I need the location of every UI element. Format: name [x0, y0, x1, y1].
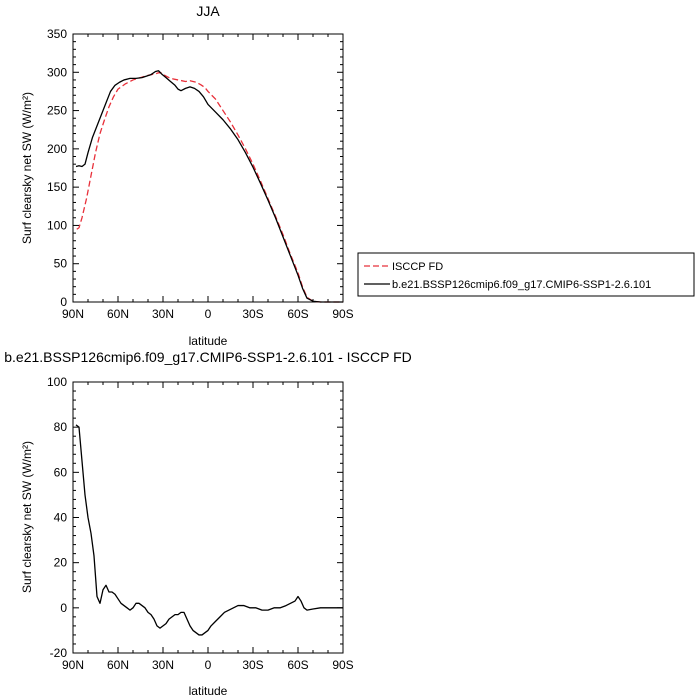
- bottom-y-tick-label: 100: [47, 375, 67, 389]
- top-x-axis-label: latitude: [189, 334, 228, 348]
- top-x-tick-label: 60S: [287, 307, 308, 321]
- bottom-x-axis-label: latitude: [189, 684, 228, 698]
- top-y-tick-label: 300: [47, 65, 67, 79]
- bottom-y-tick-label: 60: [54, 465, 68, 479]
- legend-label-isccp: ISCCP FD: [392, 261, 443, 273]
- bottom-axis-ticks: 90N 60N 30N 0 30S 60S 90S -20 0 20 40 60 80 100: [47, 375, 354, 672]
- bottom-series-line-0: [75, 424, 343, 636]
- top-x-tick-label: 90N: [62, 307, 84, 321]
- top-y-tick-label: 100: [47, 218, 67, 232]
- top-axis-ticks: 90N 60N 30N 0 30S 60S 90S 0 50 100 150 200 250 300 350: [47, 27, 354, 321]
- legend: ISCCP FD b.e21.BSSP126cmip6.f09_g17.CMIP…: [357, 252, 695, 297]
- bottom-x-tick-label: 90S: [332, 658, 353, 672]
- bottom-y-axis-label: Surf clearsky net SW (W/m²): [20, 441, 34, 593]
- top-y-tick-label: 250: [47, 104, 67, 118]
- top-series-lines: [75, 70, 343, 303]
- top-y-tick-label: 0: [60, 295, 67, 309]
- top-y-axis-label: Surf clearsky net SW (W/m²): [20, 92, 34, 244]
- top-y-tick-label: 50: [54, 257, 68, 271]
- top-series-line-0: [76, 71, 343, 303]
- bottom-y-tick-label: 20: [54, 556, 68, 570]
- bottom-y-tick-label: 40: [54, 511, 68, 525]
- bottom-x-tick-label: 30N: [152, 658, 174, 672]
- bottom-y-tick-label: 0: [60, 601, 67, 615]
- bottom-x-tick-label: 90N: [62, 658, 84, 672]
- bottom-chart-title: b.e21.BSSP126cmip6.f09_g17.CMIP6-SSP1-2.…: [4, 349, 412, 365]
- top-x-tick-label: 60N: [107, 307, 129, 321]
- top-x-tick-label: 0: [205, 307, 212, 321]
- top-y-tick-label: 200: [47, 142, 67, 156]
- top-x-tick-label: 30N: [152, 307, 174, 321]
- bottom-series-lines: [75, 424, 343, 636]
- top-y-tick-label: 350: [47, 27, 67, 41]
- top-series-line-1: [75, 70, 343, 303]
- bottom-y-tick-label: -20: [50, 646, 68, 660]
- bottom-x-tick-label: 30S: [242, 658, 263, 672]
- legend-box: [357, 252, 695, 297]
- bottom-x-tick-label: 60N: [107, 658, 129, 672]
- top-x-tick-label: 90S: [332, 307, 353, 321]
- bottom-y-tick-label: 80: [54, 420, 68, 434]
- bottom-x-tick-label: 0: [205, 658, 212, 672]
- bottom-plot-frame: [72, 381, 344, 654]
- top-chart-title: JJA: [196, 3, 220, 19]
- top-panel: JJA 90N 60N 30N 0 30S 60S 90S 0 50 100 150 200 250 30…: [20, 3, 354, 348]
- bottom-panel: b.e21.BSSP126cmip6.f09_g17.CMIP6-SSP1-2.…: [4, 349, 412, 698]
- bottom-x-tick-label: 60S: [287, 658, 308, 672]
- top-y-tick-label: 150: [47, 180, 67, 194]
- legend-label-model: b.e21.BSSP126cmip6.f09_g17.CMIP6-SSP1-2.…: [392, 279, 651, 291]
- top-plot-frame: [72, 33, 344, 303]
- top-x-tick-label: 30S: [242, 307, 263, 321]
